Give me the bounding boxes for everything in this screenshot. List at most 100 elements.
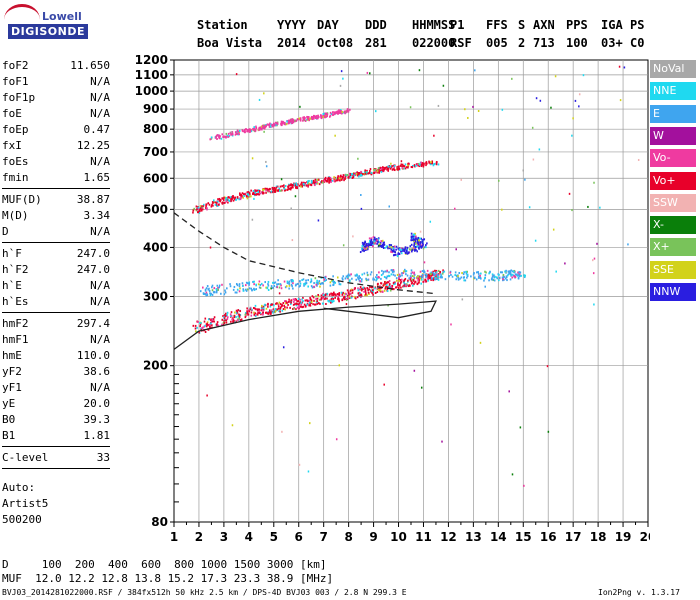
echo-point xyxy=(310,181,313,184)
echo-point xyxy=(233,316,236,319)
echo-point xyxy=(316,300,319,303)
echo-point xyxy=(239,197,242,200)
echo-point xyxy=(339,175,342,178)
echo-point xyxy=(285,123,288,126)
echo-point xyxy=(428,160,430,163)
echo-point xyxy=(299,284,301,287)
noise-point xyxy=(360,193,362,196)
echo-point xyxy=(402,271,405,274)
echo-point xyxy=(240,193,243,196)
echo-point xyxy=(491,275,494,278)
echo-point xyxy=(448,275,450,278)
param-name: foE xyxy=(2,107,22,120)
echo-point xyxy=(398,278,400,281)
echo-point xyxy=(267,288,270,291)
legend-item: W xyxy=(650,126,696,145)
echo-point xyxy=(304,119,307,122)
echo-point xyxy=(231,318,233,321)
echo-point xyxy=(359,276,361,279)
noise-point xyxy=(552,228,555,231)
echo-point xyxy=(310,280,313,283)
echo-point xyxy=(372,293,374,296)
legend-item: Vo+ xyxy=(650,171,696,190)
echo-point xyxy=(417,279,419,282)
echo-point xyxy=(393,245,396,248)
echo-point xyxy=(367,172,370,175)
echo-point xyxy=(329,180,331,183)
echo-point xyxy=(276,189,278,192)
echo-point xyxy=(300,185,302,188)
echo-point xyxy=(493,274,495,277)
echo-point xyxy=(344,175,347,178)
echo-point xyxy=(268,309,271,312)
echo-point xyxy=(325,179,328,182)
echo-point xyxy=(372,277,375,280)
noise-point xyxy=(263,130,265,133)
echo-point xyxy=(262,284,264,287)
echo-point xyxy=(360,172,362,175)
echo-point xyxy=(351,295,353,298)
header-col-label: DAY xyxy=(317,18,339,32)
echo-point xyxy=(392,250,395,253)
echo-point xyxy=(331,301,334,304)
echo-point xyxy=(376,170,379,173)
auto-code: 500200 xyxy=(2,513,42,526)
echo-point xyxy=(424,273,427,276)
echo-point xyxy=(280,284,282,287)
echo-point xyxy=(370,244,372,247)
echo-point xyxy=(287,185,289,188)
echo-point xyxy=(289,120,292,123)
echo-point xyxy=(291,118,294,121)
echo-point xyxy=(435,276,438,279)
echo-point xyxy=(250,308,253,311)
param-value: N/A xyxy=(90,155,110,168)
echo-point xyxy=(274,281,277,284)
echo-point xyxy=(435,161,438,164)
echo-point xyxy=(204,288,207,291)
echo-point xyxy=(202,292,205,295)
echo-point xyxy=(307,181,309,184)
echo-point xyxy=(246,282,249,285)
echo-point xyxy=(293,183,295,186)
legend-item: NoVal xyxy=(650,60,696,78)
echo-point xyxy=(343,179,345,182)
echo-point xyxy=(274,307,277,310)
echo-point xyxy=(495,276,498,279)
echo-point xyxy=(363,171,366,174)
echo-point xyxy=(259,126,262,129)
x-tick-label: 19 xyxy=(615,530,632,544)
echo-point xyxy=(210,136,213,139)
echo-point xyxy=(354,274,357,277)
echo-point xyxy=(304,305,307,308)
echo-point xyxy=(413,234,416,237)
echo-point xyxy=(232,319,235,322)
echo-point xyxy=(408,284,411,287)
header-station-label: Station xyxy=(197,18,248,32)
echo-point xyxy=(271,191,274,194)
header-station-name: Boa Vista xyxy=(197,36,263,50)
echo-point xyxy=(205,203,207,206)
echo-point xyxy=(270,190,273,193)
echo-point xyxy=(249,130,252,133)
param-row: hmE 110.0 xyxy=(2,348,110,364)
echo-point xyxy=(297,118,299,121)
echo-point xyxy=(399,275,402,278)
echo-point xyxy=(341,110,344,113)
echo-point xyxy=(373,236,376,239)
echo-point xyxy=(290,122,293,125)
echo-point xyxy=(411,250,413,253)
echo-point xyxy=(396,166,398,169)
echo-point xyxy=(227,201,229,204)
echo-point xyxy=(507,270,510,273)
noise-point xyxy=(623,66,626,69)
muf-line: MUF 12.0 12.2 12.8 13.8 15.2 17.3 23.3 3… xyxy=(2,572,334,585)
echo-point xyxy=(273,309,275,312)
echo-point xyxy=(380,274,383,277)
noise-point xyxy=(281,430,283,433)
echo-point xyxy=(348,295,351,298)
echo-point xyxy=(372,278,374,281)
echo-point xyxy=(295,119,298,122)
echo-point xyxy=(210,292,212,295)
echo-point xyxy=(422,164,425,167)
echo-point xyxy=(256,189,259,192)
